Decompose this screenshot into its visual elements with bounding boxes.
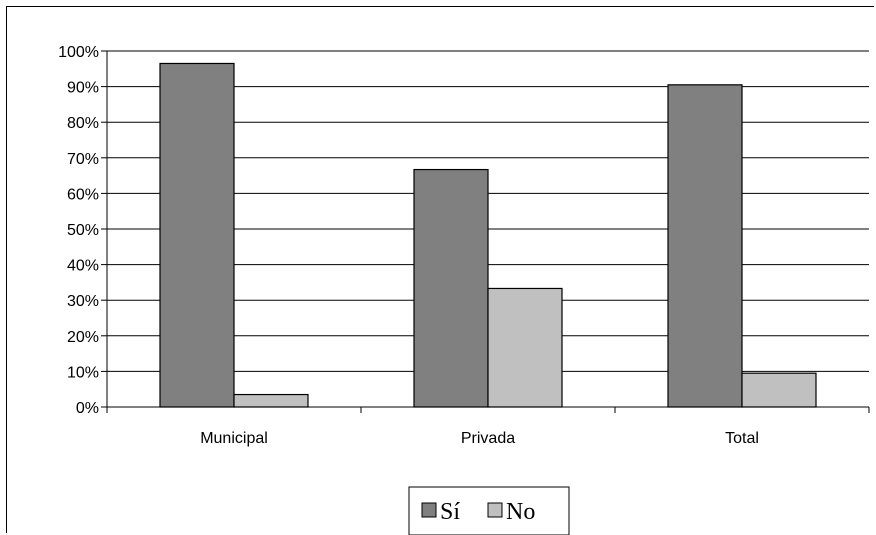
legend: Sí No (408, 486, 570, 535)
x-category-label: Total (725, 430, 759, 447)
legend-swatch (421, 502, 437, 518)
y-tick-label: 30% (67, 293, 99, 310)
y-tick-label: 90% (67, 80, 99, 97)
y-tick-label: 10% (67, 364, 99, 381)
chart-frame (6, 6, 874, 533)
legend-swatch (487, 502, 503, 518)
y-tick-label: 60% (67, 186, 99, 203)
axes (106, 51, 870, 413)
y-tick-label: 0% (76, 400, 99, 417)
y-tick-label: 50% (67, 222, 99, 239)
y-axis-ticks: 0% 10% 20% 30% 40% 50% 60% 70% 80% 90% 100% (58, 44, 107, 417)
bar-s-privada (413, 168, 489, 408)
bar-s-municipal (159, 62, 235, 408)
bar-no-municipal (233, 393, 309, 408)
y-tick-label: 70% (67, 151, 99, 168)
bars (159, 62, 817, 408)
bar-no-total (741, 372, 817, 408)
bar-s-total (667, 84, 743, 408)
legend-label: No (506, 499, 535, 525)
x-category-label: Municipal (200, 430, 268, 447)
bar-no-privada (487, 287, 563, 408)
y-tick-label: 80% (67, 115, 99, 132)
y-tick-label: 100% (58, 44, 99, 61)
y-tick-label: 20% (67, 329, 99, 346)
x-axis-labels: Municipal Privada Total (200, 430, 759, 447)
legend-label: Sí (440, 499, 460, 525)
y-tick-label: 40% (67, 258, 99, 275)
x-category-label: Privada (461, 430, 515, 447)
